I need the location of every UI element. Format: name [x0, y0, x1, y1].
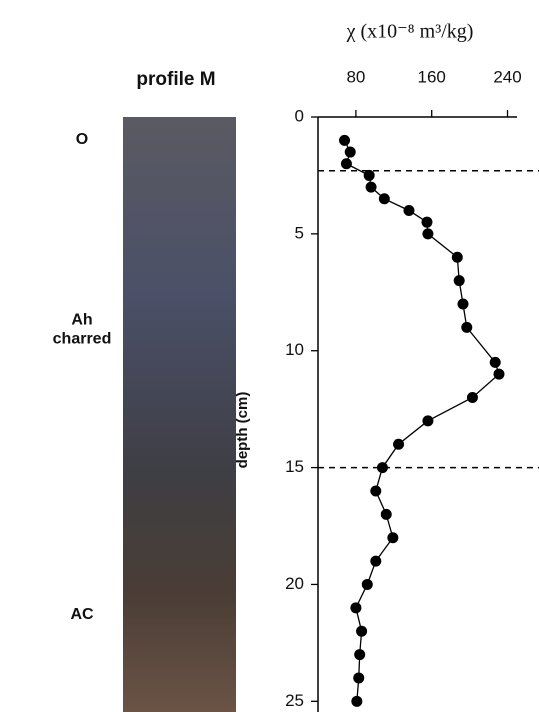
- x-tick-label: 80: [346, 67, 365, 86]
- x-tick-label: 160: [418, 67, 446, 86]
- data-point: [421, 216, 433, 228]
- profile-line: [343, 140, 500, 702]
- data-point: [457, 298, 469, 310]
- data-point: [365, 181, 377, 193]
- data-point: [354, 649, 366, 661]
- y-tick-label: 20: [285, 574, 304, 593]
- x-axis-title: χ (x10⁻⁸ m³/kg): [346, 21, 474, 43]
- data-point: [370, 555, 382, 567]
- soil-photo: [123, 117, 236, 712]
- data-point: [350, 602, 362, 614]
- y-axis-title: depth (cm): [234, 392, 251, 469]
- data-point: [422, 415, 434, 427]
- data-point: [461, 321, 473, 333]
- data-point: [453, 275, 465, 287]
- chart-title: profile M: [136, 69, 215, 90]
- y-tick-label: 0: [295, 106, 304, 125]
- data-point: [353, 672, 365, 684]
- data-point: [403, 204, 415, 216]
- data-point: [370, 485, 382, 497]
- horizon-label: O: [76, 131, 88, 148]
- data-point: [422, 228, 434, 240]
- data-point: [356, 625, 368, 637]
- data-point: [363, 169, 375, 181]
- data-point: [339, 134, 351, 146]
- data-point: [361, 578, 373, 590]
- data-point: [351, 695, 363, 707]
- data-point: [376, 462, 388, 474]
- data-point: [387, 532, 399, 544]
- data-point: [489, 356, 501, 368]
- y-tick-label: 5: [295, 223, 304, 242]
- horizon-label: charred: [53, 331, 112, 348]
- y-tick-label: 25: [285, 691, 304, 710]
- y-tick-label: 15: [285, 457, 304, 476]
- horizon-label: AC: [70, 606, 94, 623]
- data-point: [451, 251, 463, 263]
- data-point: [380, 508, 392, 520]
- y-tick-label: 10: [285, 340, 304, 359]
- horizon-label: Ah: [71, 312, 92, 329]
- data-point: [340, 158, 352, 170]
- data-point: [466, 391, 478, 403]
- data-point: [393, 438, 405, 450]
- data-point: [493, 368, 505, 380]
- data-point: [344, 146, 356, 158]
- data-point: [378, 193, 390, 205]
- x-tick-label: 240: [493, 67, 521, 86]
